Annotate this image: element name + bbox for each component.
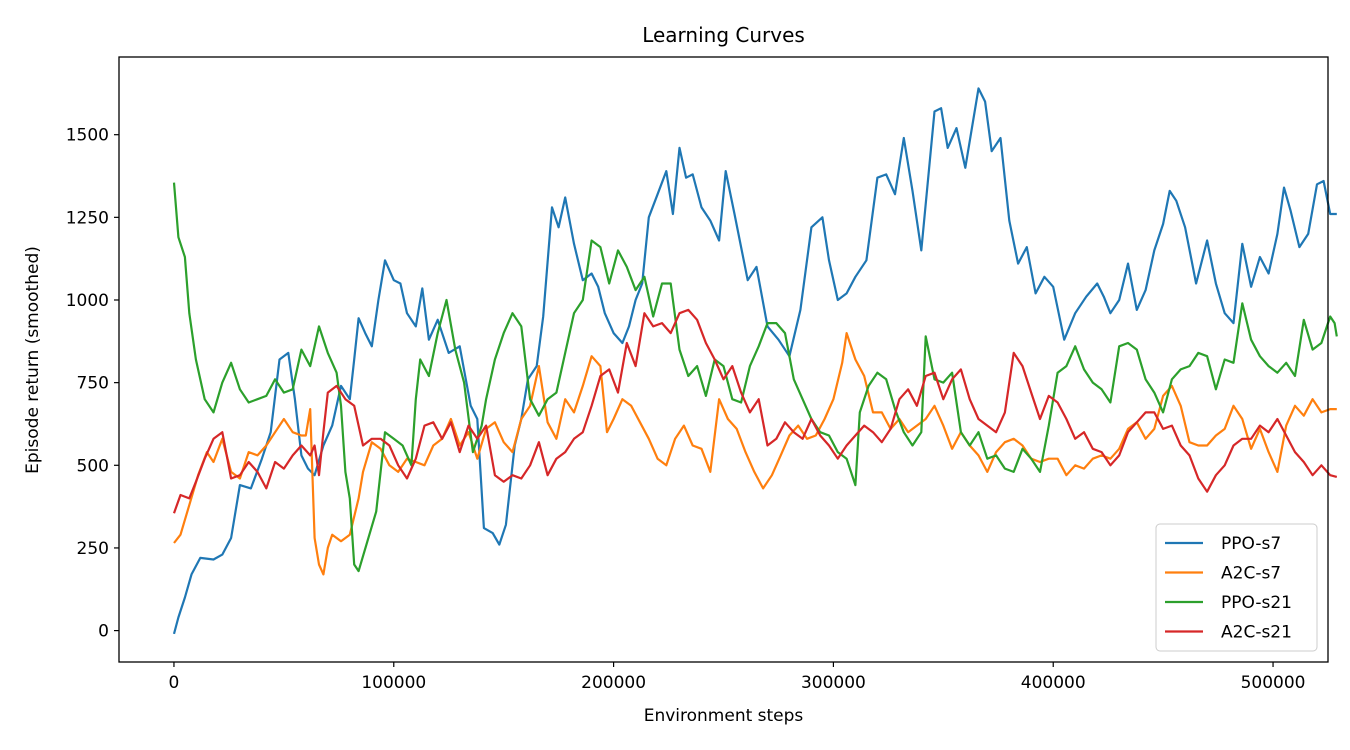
legend-label-a2c-s7: A2C-s7 [1221, 564, 1281, 584]
legend-label-ppo-s7: PPO-s7 [1221, 534, 1281, 554]
x-tick-label: 200000 [581, 673, 646, 693]
y-tick-label: 250 [77, 539, 109, 559]
legend-box [1155, 523, 1318, 652]
y-tick-label: 0 [98, 622, 109, 642]
y-tick-label: 1500 [66, 126, 109, 146]
y-tick-label: 1000 [66, 291, 109, 311]
series-line-a2c-s21 [172, 308, 1338, 514]
chart-title: Learning Curves [642, 23, 805, 47]
x-axis-label: Environment steps [644, 706, 804, 726]
legend: PPO-s7 A2C-s7 PPO-s21 A2C-s21 [1155, 523, 1318, 652]
series-line-ppo-s21 [172, 182, 1338, 573]
legend-label-ppo-s21: PPO-s21 [1221, 593, 1292, 613]
y-tick-label: 500 [77, 456, 109, 476]
y-axis-label: Episode return (smoothed) [23, 246, 43, 474]
plot-lines [172, 87, 1338, 635]
x-tick-label: 100000 [361, 673, 426, 693]
series-line-ppo-s7 [172, 87, 1337, 635]
y-tick-label: 1250 [66, 208, 109, 228]
x-tick-label: 0 [169, 673, 180, 693]
x-tick-label: 500000 [1241, 673, 1306, 693]
x-axis: 0 100000 200000 300000 400000 500000 [169, 662, 1306, 693]
y-tick-label: 750 [77, 374, 109, 394]
plot-frame [118, 56, 1329, 663]
legend-label-a2c-s21: A2C-s21 [1221, 623, 1292, 643]
y-axis: 0 250 500 750 1000 1250 1500 [66, 126, 119, 642]
x-tick-label: 300000 [801, 673, 866, 693]
x-tick-label: 400000 [1021, 673, 1086, 693]
